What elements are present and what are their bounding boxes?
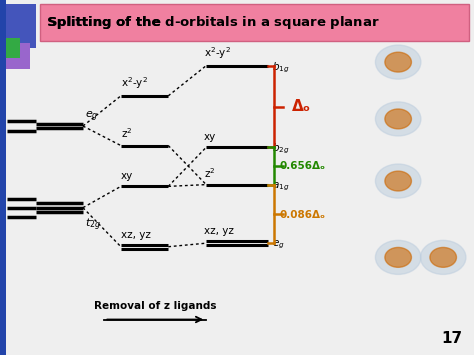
Text: xz, yz: xz, yz bbox=[121, 230, 151, 240]
Circle shape bbox=[385, 171, 411, 191]
Text: xy: xy bbox=[204, 132, 216, 142]
Text: Splitting of the $\bf{d}$-orbitals in a square planar: Splitting of the $\bf{d}$-orbitals in a … bbox=[47, 13, 380, 31]
Circle shape bbox=[430, 247, 456, 267]
Circle shape bbox=[420, 240, 466, 274]
Circle shape bbox=[375, 240, 421, 274]
Text: b$_{2g}$: b$_{2g}$ bbox=[272, 142, 289, 156]
Text: Splitting of the: Splitting of the bbox=[47, 16, 165, 28]
Text: e$_g$: e$_g$ bbox=[85, 110, 99, 124]
Text: b$_{1g}$: b$_{1g}$ bbox=[272, 60, 289, 75]
FancyBboxPatch shape bbox=[4, 43, 30, 69]
Text: x$^2$-y$^2$: x$^2$-y$^2$ bbox=[204, 45, 231, 61]
Text: 0.656Δₒ: 0.656Δₒ bbox=[280, 161, 326, 171]
Text: Δₒ: Δₒ bbox=[292, 99, 310, 114]
Circle shape bbox=[375, 45, 421, 79]
Circle shape bbox=[375, 164, 421, 198]
Circle shape bbox=[375, 102, 421, 136]
FancyBboxPatch shape bbox=[0, 0, 6, 355]
Text: 17: 17 bbox=[441, 331, 462, 346]
FancyBboxPatch shape bbox=[6, 38, 20, 58]
Text: xz, yz: xz, yz bbox=[204, 226, 234, 236]
FancyBboxPatch shape bbox=[4, 4, 36, 48]
Text: e$_g$: e$_g$ bbox=[272, 239, 284, 251]
Circle shape bbox=[385, 109, 411, 129]
Text: a$_{1g}$: a$_{1g}$ bbox=[272, 180, 289, 192]
FancyBboxPatch shape bbox=[40, 4, 469, 41]
Circle shape bbox=[385, 247, 411, 267]
Text: 0.086Δₒ: 0.086Δₒ bbox=[280, 210, 326, 220]
Text: z$^2$: z$^2$ bbox=[121, 126, 132, 140]
Text: x$^2$-y$^2$: x$^2$-y$^2$ bbox=[121, 75, 148, 91]
Text: z$^2$: z$^2$ bbox=[204, 166, 215, 180]
Text: Removal of z ligands: Removal of z ligands bbox=[94, 301, 217, 311]
Circle shape bbox=[385, 52, 411, 72]
Text: t$_{2g}$: t$_{2g}$ bbox=[85, 217, 101, 233]
Text: xy: xy bbox=[121, 171, 133, 181]
